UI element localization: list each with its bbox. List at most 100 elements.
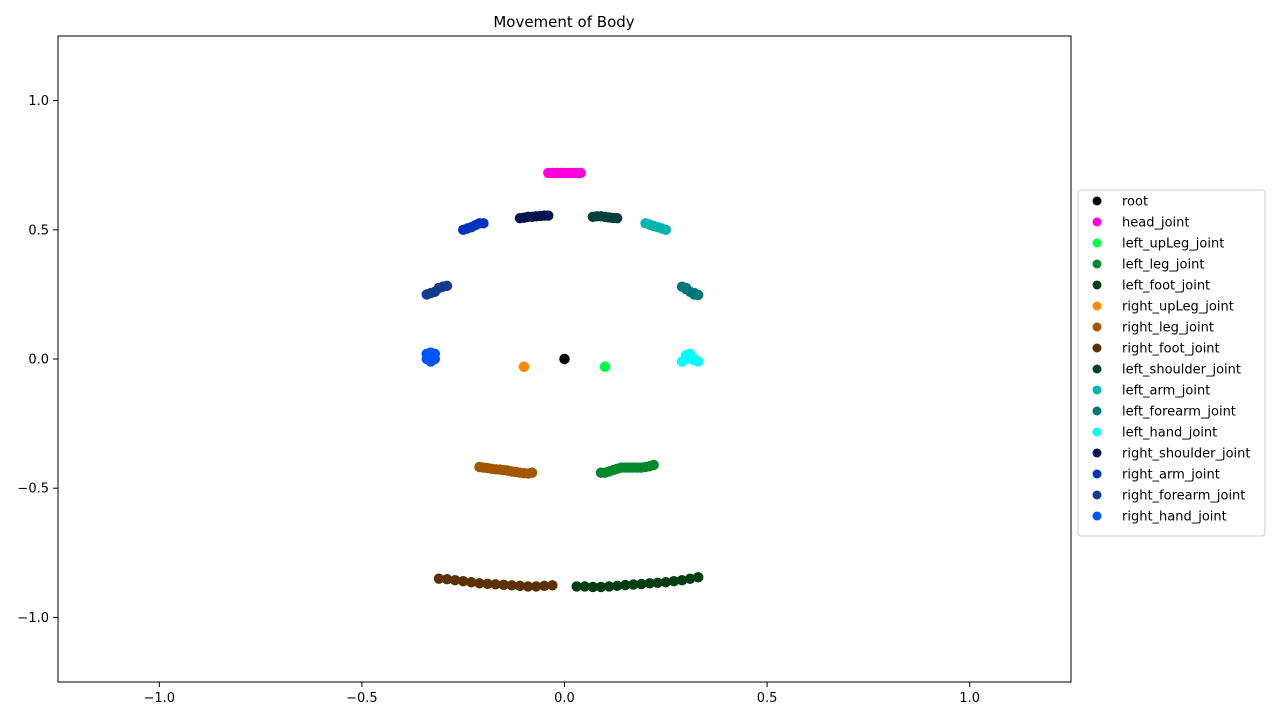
point-left_foot_joint [587, 581, 599, 593]
point-left_foot_joint [676, 574, 688, 586]
y-axis: 1.0 0.5 0.0 −0.5 −1.0 [17, 94, 58, 626]
legend-marker [1092, 469, 1102, 479]
point-left_foot_joint [668, 576, 680, 587]
point-left_foot_joint [571, 581, 582, 592]
series-left_arm_joint [640, 218, 671, 235]
series-right_shoulder_joint [514, 210, 554, 224]
legend-marker [1092, 511, 1102, 521]
x-tick-label: 0.0 [554, 691, 575, 706]
legend-marker [1092, 364, 1102, 374]
point-right_foot_joint [530, 581, 542, 592]
series-right_foot_joint [433, 573, 558, 592]
legend-marker [1092, 322, 1102, 332]
y-tick-label: −0.5 [17, 482, 49, 497]
point-right_leg_joint [526, 467, 538, 478]
point-left_foot_joint [603, 581, 615, 592]
series-left_shoulder_joint [587, 211, 623, 224]
legend-label: left_shoulder_joint [1122, 363, 1241, 378]
point-left_foot_joint [693, 572, 704, 583]
x-tick-label: 0.5 [757, 691, 778, 706]
point-root [559, 353, 570, 365]
point-right_foot_joint [506, 580, 518, 591]
point-left_foot_joint [644, 578, 655, 589]
legend-label: root [1122, 195, 1148, 210]
x-axis: −1.0 −0.5 0.0 0.5 1.0 [144, 682, 980, 706]
point-left_foot_joint [620, 579, 631, 591]
series-left_hand_joint [676, 348, 704, 367]
legend-marker [1092, 196, 1102, 206]
point-right_foot_joint [449, 574, 461, 586]
legend-label: right_upLeg_joint [1122, 300, 1234, 315]
series-right_forearm_joint [421, 280, 453, 300]
point-left_leg_joint [648, 459, 659, 471]
point-right_foot_joint [482, 578, 493, 590]
series-left_upLeg_joint [599, 361, 611, 372]
point-right_foot_joint [458, 576, 469, 587]
point-right_foot_joint [547, 580, 558, 591]
point-left_forearm_joint [688, 287, 700, 299]
point-right_foot_joint [490, 579, 501, 590]
point-right_shoulder_joint [543, 210, 554, 221]
legend-label: left_forearm_joint [1122, 405, 1236, 420]
series-right_arm_joint [458, 218, 489, 235]
point-right_hand_joint [425, 347, 436, 358]
y-tick-label: 0.5 [28, 223, 49, 238]
legend-marker [1092, 385, 1102, 395]
y-tick-label: −1.0 [17, 611, 49, 626]
legend-label: left_foot_joint [1122, 279, 1210, 294]
series-left_foot_joint [571, 572, 704, 593]
legend-label: head_joint [1122, 216, 1189, 231]
legend-marker [1092, 280, 1102, 290]
series-head_joint [543, 167, 586, 179]
point-left_forearm_joint [680, 282, 692, 294]
y-tick-label: 0.0 [28, 353, 49, 368]
series-right_hand_joint [421, 347, 441, 367]
legend: root head_joint left_upLeg_joint left_leg_j… [1077, 189, 1266, 537]
point-right_foot_joint [522, 581, 534, 592]
legend-label: right_shoulder_joint [1122, 447, 1250, 462]
point-left_shoulder_joint [611, 212, 623, 224]
legend-label: left_leg_joint [1122, 258, 1204, 273]
point-left_upLeg_joint [599, 361, 611, 372]
point-head_joint [575, 167, 586, 179]
legend-label: right_leg_joint [1122, 321, 1214, 336]
chart-title: Movement of Body [493, 13, 634, 31]
point-left_foot_joint [611, 580, 623, 592]
point-right_forearm_joint [441, 280, 453, 292]
series-right_leg_joint [474, 461, 538, 479]
series-left_leg_joint [595, 459, 659, 478]
series-right_upLeg_joint [518, 361, 530, 372]
legend-marker [1092, 259, 1102, 269]
legend-label: right_hand_joint [1122, 510, 1227, 525]
legend-label: right_forearm_joint [1122, 489, 1245, 504]
point-left_foot_joint [684, 573, 696, 584]
x-tick-label: 1.0 [959, 691, 980, 706]
point-right_upLeg_joint [518, 361, 530, 372]
point-left_hand_joint [688, 355, 700, 366]
legend-label: right_arm_joint [1122, 468, 1220, 483]
legend-label: right_foot_joint [1122, 342, 1220, 357]
point-left_foot_joint [652, 577, 663, 588]
point-right_foot_joint [466, 577, 477, 588]
legend-label: left_hand_joint [1122, 426, 1217, 441]
legend-marker [1092, 301, 1102, 311]
legend-label: left_upLeg_joint [1122, 237, 1224, 252]
legend-marker [1092, 448, 1102, 458]
scatter-marks [421, 167, 704, 593]
point-left_foot_joint [579, 581, 590, 592]
legend-box [1077, 189, 1266, 537]
point-left_foot_joint [660, 577, 671, 588]
point-left_foot_joint [628, 579, 639, 590]
point-right_arm_joint [478, 218, 489, 229]
point-right_foot_joint [514, 580, 526, 592]
series-root [559, 353, 570, 365]
legend-marker [1092, 343, 1102, 353]
legend-marker [1092, 406, 1102, 416]
point-left_arm_joint [660, 224, 671, 235]
x-tick-label: −0.5 [346, 691, 378, 706]
point-right_foot_joint [498, 579, 509, 591]
legend-marker [1092, 238, 1102, 248]
y-tick-label: 1.0 [28, 94, 49, 109]
